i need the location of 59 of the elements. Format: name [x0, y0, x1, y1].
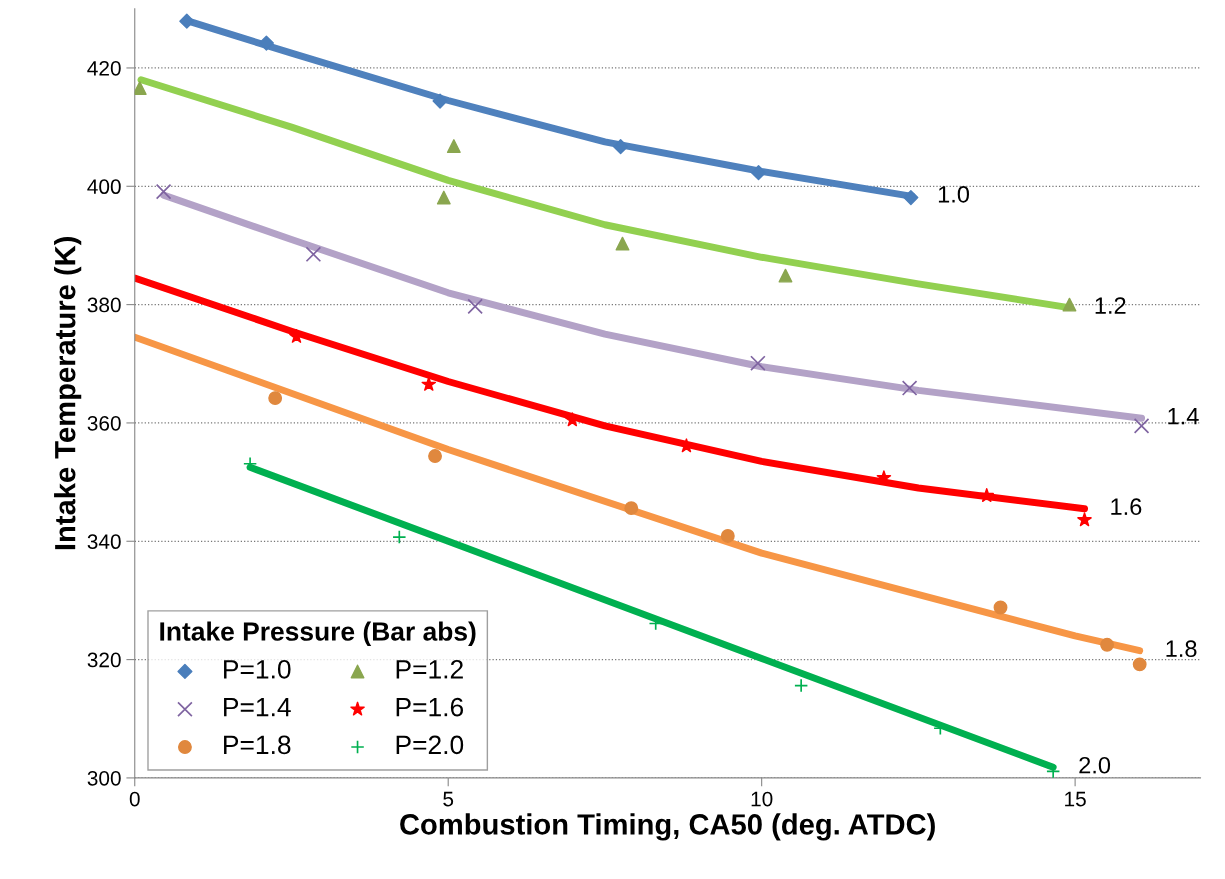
point [794, 678, 809, 693]
annotation: 1.6 [1111, 498, 1142, 516]
point [179, 13, 195, 29]
legend-label: P=1.2 [396, 659, 463, 679]
x-tick-label: 5 [443, 791, 454, 807]
annotation: 1.8 [1166, 640, 1197, 658]
annotation: 1.4 [1168, 408, 1199, 425]
point [903, 189, 919, 206]
point [258, 35, 274, 51]
annotation: 2.0 [1079, 756, 1111, 774]
y-tick-label: 400 [87, 179, 121, 195]
point [750, 355, 766, 371]
point [446, 139, 461, 153]
point [901, 380, 918, 396]
point [565, 412, 580, 427]
point [720, 528, 735, 543]
point [428, 449, 442, 464]
x-tick-label: 10 [751, 791, 773, 807]
x-tick-label: 0 [129, 791, 140, 807]
point [436, 190, 451, 205]
point [1100, 637, 1115, 652]
point [467, 298, 483, 315]
point [421, 376, 437, 391]
y-axis-title: Intake Temperature (K) [54, 237, 82, 550]
point [1132, 657, 1147, 672]
point [1062, 297, 1077, 312]
point [155, 183, 172, 200]
y-tick-label: 360 [87, 415, 121, 431]
legend-label: P=1.4 [224, 698, 291, 717]
x-tick-label: 15 [1065, 791, 1086, 807]
y-tick-label: 340 [87, 534, 121, 550]
y-tick-label: 420 [87, 60, 121, 76]
point [778, 268, 793, 283]
point [268, 391, 283, 406]
point [624, 501, 639, 516]
legend-label: P=1.8 [224, 735, 291, 755]
y-tick-label: 320 [87, 652, 121, 668]
point [134, 81, 147, 96]
annotation: 1.0 [938, 185, 970, 203]
point [679, 438, 694, 453]
annotation: 1.2 [1095, 297, 1126, 314]
legend-label: P=1.0 [224, 659, 291, 679]
point [750, 165, 767, 181]
point [1133, 418, 1150, 434]
point [432, 93, 448, 109]
point [615, 236, 630, 251]
point [392, 530, 407, 545]
y-tick-label: 380 [87, 297, 121, 313]
legend-label: P=2.0 [396, 735, 464, 755]
point [993, 600, 1008, 615]
point [289, 328, 304, 343]
point [1077, 512, 1092, 527]
legend-title: Intake Pressure (Bar abs) [160, 621, 476, 647]
legend-label: P=1.6 [396, 697, 464, 717]
point [305, 246, 322, 263]
point [979, 488, 995, 503]
x-axis-title: Combustion Timing, CA50 (deg. ATDC) [400, 813, 935, 841]
y-tick-label: 300 [87, 770, 121, 786]
point [613, 139, 629, 155]
